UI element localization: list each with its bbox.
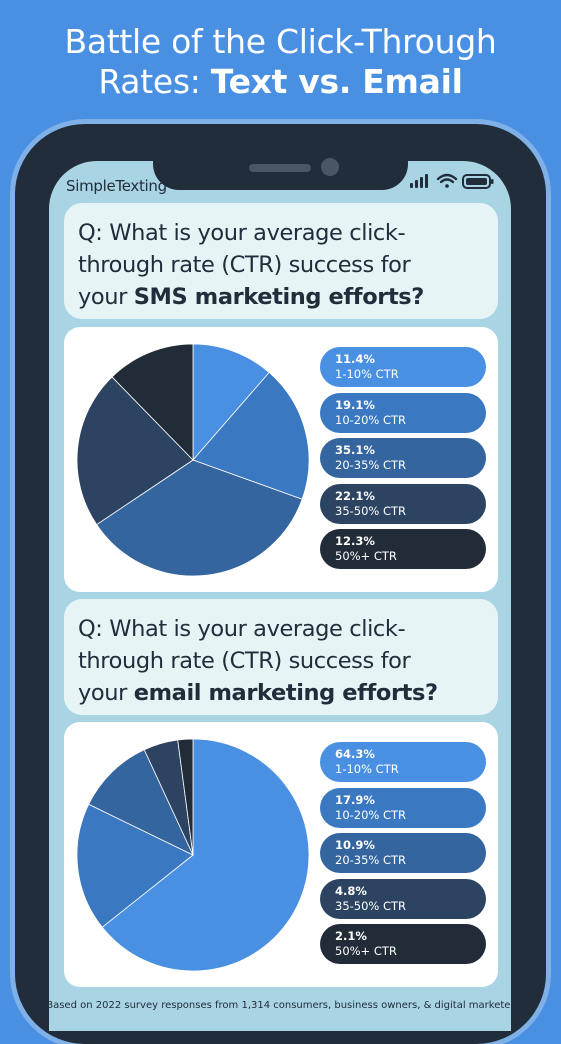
legend-email: 64.3% 1-10% CTR 17.9% 10-20% CTR 10.9% 20-35%…	[320, 742, 486, 970]
legend-category-label: 10-20% CTR	[335, 412, 407, 427]
pie-slice	[111, 343, 194, 461]
page-title: Battle of the Click-Through Rates: Text …	[0, 22, 561, 102]
legend-value-label: 10.9%	[335, 838, 375, 852]
brand-logo: SimpleTexting	[66, 177, 167, 195]
status-bar-icons	[410, 173, 494, 189]
legend-item: 22.1% 35-50% CTR	[320, 483, 486, 524]
pie-slice	[192, 371, 310, 500]
legend-category-label: 20-35% CTR	[335, 458, 407, 472]
pie-slice	[96, 459, 303, 577]
phone-side-button-right	[545, 390, 551, 500]
legend-item: 10.9% 20-35% CTR	[320, 833, 486, 873]
legend-sms: 11.4% 1-10% CTR 19.1% 10-20% CTR 35.1% 20-35%…	[320, 347, 486, 575]
question-line: Q: What is your average click-	[78, 616, 406, 642]
legend-item: 4.8% 35-50% CTR	[320, 878, 486, 919]
legend-value-label: 4.8%	[335, 883, 367, 898]
camera-icon	[321, 158, 339, 176]
question-line: through rate (CTR) success for	[78, 252, 411, 278]
legend-value-label: 22.1%	[335, 488, 375, 503]
legend-item: 64.3% 1-10% CTR	[320, 742, 486, 782]
legend-category-label: 35-50% CTR	[335, 898, 407, 913]
question-box-email: Q: What is your average click- through r…	[64, 599, 498, 715]
legend-item: 2.1% 50%+ CTR	[320, 924, 486, 964]
pie-slice	[192, 343, 270, 462]
chart-card-email: 64.3% 1-10% CTR 17.9% 10-20% CTR 10.9% 20-35%…	[64, 722, 498, 987]
phone-side-button-left-2	[10, 345, 16, 415]
legend-category-label: 1-10% CTR	[335, 367, 399, 381]
legend-value-label: 17.9%	[335, 792, 375, 807]
legend-value-label: 12.3%	[335, 534, 375, 548]
legend-item: 19.1% 10-20% CTR	[320, 392, 486, 433]
speaker-grille	[249, 164, 311, 172]
chart-card-sms: 11.4% 1-10% CTR 19.1% 10-20% CTR 35.1% 20-35%…	[64, 327, 498, 592]
legend-category-label: 20-35% CTR	[335, 853, 407, 867]
legend-item: 35.1% 20-35% CTR	[320, 438, 486, 478]
legend-value-label: 11.4%	[335, 352, 375, 366]
phone-side-button-left	[10, 285, 16, 325]
title-line-2: Rates: Text vs. Email	[98, 62, 463, 101]
pie-slice	[76, 376, 194, 526]
legend-category-label: 50%+ CTR	[335, 549, 397, 563]
phone-notch	[153, 154, 408, 190]
question-line: through rate (CTR) success for	[78, 648, 411, 674]
footnote: *Based on 2022 survey responses from 1,3…	[41, 1000, 520, 1011]
question-line: Q: What is your average click-	[78, 220, 406, 246]
legend-category-label: 50%+ CTR	[335, 944, 397, 958]
question-line: your SMS marketing efforts?	[78, 284, 424, 310]
signal-icon	[410, 174, 428, 188]
battery-icon	[462, 174, 494, 189]
question-box-sms: Q: What is your average click- through r…	[64, 203, 498, 319]
legend-item: 11.4% 1-10% CTR	[320, 347, 486, 387]
wifi-icon	[436, 173, 458, 188]
pie-slice	[101, 738, 310, 972]
pie-slice	[88, 749, 194, 856]
legend-value-label: 2.1%	[335, 929, 367, 943]
legend-value-label: 19.1%	[335, 397, 375, 412]
pie-chart-email	[76, 738, 310, 972]
pie-slice	[76, 803, 194, 928]
question-line: your email marketing efforts?	[78, 680, 438, 706]
legend-category-label: 35-50% CTR	[335, 503, 407, 518]
legend-item: 17.9% 10-20% CTR	[320, 787, 486, 828]
title-line-1: Battle of the Click-Through	[64, 22, 497, 61]
legend-category-label: 10-20% CTR	[335, 807, 407, 822]
legend-value-label: 64.3%	[335, 747, 375, 761]
pie-chart-sms	[76, 343, 310, 577]
pie-slice	[177, 738, 194, 856]
legend-value-label: 35.1%	[335, 443, 375, 457]
legend-item: 12.3% 50%+ CTR	[320, 529, 486, 569]
legend-category-label: 1-10% CTR	[335, 762, 399, 776]
